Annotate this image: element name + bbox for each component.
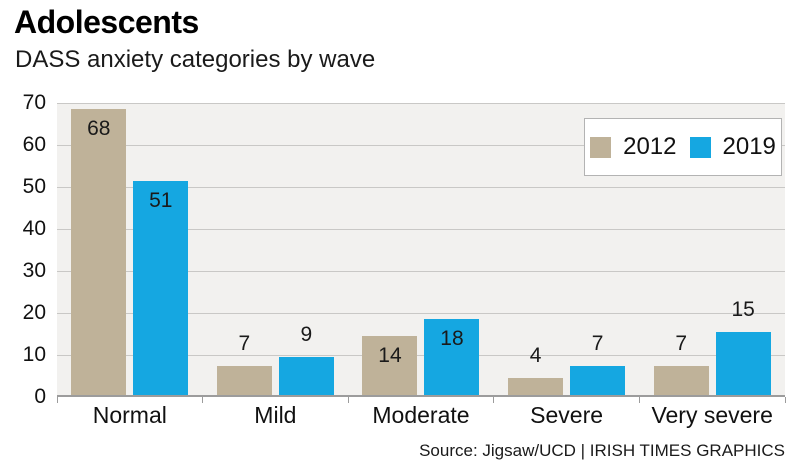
x-category-label-normal: Normal [92,402,167,428]
x-category-label-very-severe: Very severe [651,402,773,428]
y-tick-label-10: 10 [22,343,46,366]
bar-group-very-severe: 7 15 [639,103,785,395]
gridline-70 [57,103,785,104]
gridline-20 [57,313,785,314]
source-credit: Source: Jigsaw/UCD | IRISH TIMES GRAPHIC… [419,441,785,460]
chart-title: Adolescents [14,4,199,40]
y-tick-label-30: 30 [22,259,46,282]
bar-2019-moderate: 18 [424,319,480,395]
y-tick-label-70: 70 [22,91,46,114]
gridline-10 [57,355,785,356]
value-label-2012-very-severe: 7 [675,331,688,355]
bar-group-moderate: 14 18 [348,103,494,395]
value-label-2012-normal: 68 [87,117,111,141]
value-label-2019-mild: 9 [300,323,313,347]
bar-2019-normal: 51 [133,180,189,395]
bar-2019-mild: 9 [278,324,334,395]
legend-item-2012: 2012 [590,133,677,161]
legend-swatch-2012 [590,136,612,158]
bar-2012-moderate: 14 [362,336,418,395]
value-label-2012-mild: 7 [238,331,251,355]
x-category-label-moderate: Moderate [372,402,470,428]
legend-label-2012: 2012 [623,133,677,160]
gridline-30 [57,271,785,272]
bar-2012-very-severe: 7 [653,332,709,395]
value-label-2012-severe: 4 [529,344,542,368]
x-axis-tick [347,397,349,403]
x-category-label-severe: Severe [530,402,604,428]
y-tick-label-60: 60 [22,133,46,156]
x-axis-tick [638,397,640,403]
legend-swatch-2019 [689,136,711,158]
value-label-2019-very-severe: 15 [731,298,755,321]
gridline-40 [57,229,785,230]
value-label-2019-moderate: 18 [440,327,464,351]
y-tick-label-50: 50 [22,175,46,198]
bar-2019-very-severe: 15 [715,299,771,395]
x-axis-tick [56,397,58,403]
legend: 2012 2019 [584,118,782,176]
gridline-50 [57,187,785,188]
y-tick-label-20: 20 [22,301,46,324]
bar-groups: 68 51 7 9 14 18 4 7 7 15 [57,103,785,395]
y-axis-labels: 0 10 20 30 40 50 60 70 [0,92,46,408]
x-axis-tick [202,397,204,403]
chart-subtitle: DASS anxiety categories by wave [15,46,376,73]
bar-2012-severe: 4 [508,345,564,395]
bar-2019-severe: 7 [570,332,626,395]
gridline-60 [57,145,785,146]
y-tick-label-0: 0 [34,385,46,408]
bar-2012-mild: 7 [216,332,272,395]
value-label-2019-severe: 7 [591,331,604,355]
legend-label-2019: 2019 [722,133,776,160]
plot-area: 68 51 7 9 14 18 4 7 7 15 2012 2019 [56,103,786,403]
bar-2012-normal: 68 [71,109,127,395]
bar-group-normal: 68 51 [57,103,203,395]
value-label-2012-moderate: 14 [378,344,402,368]
x-axis-tick [784,397,786,403]
x-category-label-mild: Mild [254,402,297,428]
x-axis-labels: Normal Mild Moderate Severe Very severe [57,402,785,429]
y-tick-label-40: 40 [22,217,46,240]
value-label-2019-normal: 51 [149,188,173,212]
x-axis-tick [493,397,495,403]
legend-item-2019: 2019 [689,133,776,161]
